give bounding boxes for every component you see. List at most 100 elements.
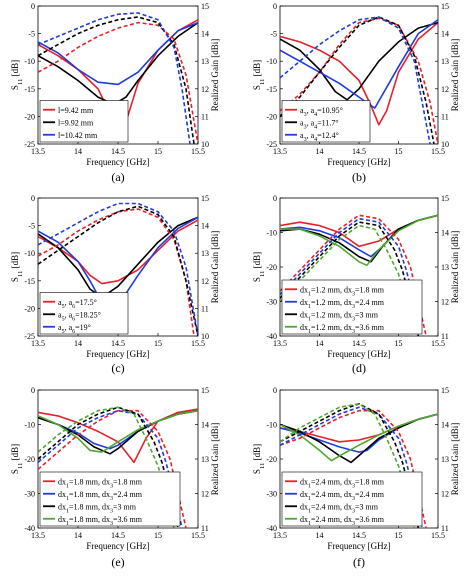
y-right-tick-label: 10 bbox=[441, 140, 449, 149]
x-tick-label: 15 bbox=[154, 339, 162, 348]
legend-box bbox=[281, 279, 423, 335]
text-run: =3 mm bbox=[113, 502, 137, 511]
x-tick-label: 14 bbox=[316, 531, 324, 540]
text-run: S bbox=[10, 277, 20, 282]
legend-entry: dx1=1.2 mm, dx3=3 mm bbox=[300, 310, 379, 322]
y-left-tick-label: -30 bbox=[266, 298, 277, 307]
y-left-axis-label: S11 [dB] bbox=[252, 60, 266, 90]
y-left-tick-label: -25 bbox=[24, 140, 35, 149]
text-run: dx bbox=[300, 285, 308, 294]
legend-entry: dx1=1.2 mm, dx3=1.8 mm bbox=[300, 285, 385, 297]
legend-entry: a3, a4=11.7° bbox=[300, 118, 339, 130]
x-tick-label: 15 bbox=[395, 531, 403, 540]
text-run: =2.4 mm, dx bbox=[311, 490, 352, 499]
text-run: =1.8 mm bbox=[113, 477, 143, 486]
text-run: =1.2 mm, dx bbox=[311, 285, 352, 294]
x-tick-label: 13.5 bbox=[31, 339, 45, 348]
series-group bbox=[280, 16, 438, 144]
text-run: =12.4° bbox=[317, 131, 339, 140]
x-tick-label: 13.5 bbox=[273, 147, 287, 156]
x-tick-label: 14.5 bbox=[352, 147, 366, 156]
legend-entry: dx1=1.8 mm, dx3=2.4 mm bbox=[58, 490, 143, 502]
x-axis-label: Frequency [GHz] bbox=[86, 349, 149, 359]
text-run: =2.4 mm, dx bbox=[311, 502, 352, 511]
chart-panel-b: 13.5 14 14.5 15 15.5 -25 -20 -15 -10 -5 0 10 11 12 13 1… bbox=[252, 2, 460, 184]
text-run: =1.8 mm, dx bbox=[69, 515, 110, 524]
y-left-tick-label: -40 bbox=[266, 524, 277, 533]
legend-entry: a3, a4=10.95° bbox=[300, 106, 343, 118]
legend-entry: l=10.42 mm bbox=[58, 131, 98, 140]
s11-line-0 bbox=[38, 408, 198, 464]
chart-panel-d: 13.5 14 14.5 15 15.5-40-30-20-1001112131415F… bbox=[252, 194, 460, 375]
text-run: a bbox=[300, 118, 304, 127]
chart-panel-c: 13.5 14 14.5 15 15.5 -25 -20 -15 -10 -5 0 10 11 12 13 1… bbox=[10, 194, 220, 375]
x-tick-label: 13.5 bbox=[273, 339, 287, 348]
subscript-run: 3 bbox=[352, 304, 355, 310]
subscript-run: 3 bbox=[352, 496, 355, 502]
y-left-tick-label: -30 bbox=[24, 490, 35, 499]
y-right-tick-label: 14 bbox=[201, 30, 209, 39]
text-run: dx bbox=[58, 477, 66, 486]
y-left-axis-label: S11 [dB] bbox=[10, 252, 24, 282]
legend-entry: dx1=1.8 mm, dx3=1.8 mm bbox=[58, 477, 143, 489]
chart-panel-f: 13.5 14 14.5 15 15.5-40-30-20-1001112131415F… bbox=[252, 386, 460, 569]
y-left-tick-label: 0 bbox=[31, 194, 35, 203]
legend-entry: dx1=1.2 mm, dx3=3.6 mm bbox=[300, 323, 385, 335]
text-run: a bbox=[58, 298, 62, 307]
legend-entry: dx1=2.4 mm, dx3=3.6 mm bbox=[300, 515, 385, 527]
subscript-run: 4 bbox=[314, 124, 317, 130]
text-run: S bbox=[252, 277, 262, 282]
x-tick-label: 15.5 bbox=[431, 339, 445, 348]
x-tick-label: 15.5 bbox=[191, 147, 205, 156]
s11-line-3 bbox=[280, 413, 438, 462]
y-left-tick-label: 0 bbox=[273, 194, 277, 203]
y-right-axis-label: Realized Gain [dBi] bbox=[450, 423, 460, 495]
y-left-tick-label: -20 bbox=[24, 304, 35, 313]
y-left-tick-label: -30 bbox=[266, 490, 277, 499]
text-run: =2.4 mm bbox=[113, 490, 143, 499]
y-left-tick-label: -20 bbox=[266, 455, 277, 464]
text-run: =1.2 mm, dx bbox=[311, 310, 352, 319]
subscript-run: 11 bbox=[17, 271, 24, 278]
subscript-run: 11 bbox=[17, 79, 24, 86]
text-run: a bbox=[58, 310, 62, 319]
text-run: , a bbox=[307, 131, 315, 140]
s11-line-1 bbox=[280, 21, 438, 101]
y-right-axis-label: Realized Gain [dBi] bbox=[450, 231, 460, 303]
gain-line-3 bbox=[38, 21, 198, 144]
y-left-tick-label: -40 bbox=[266, 332, 277, 341]
x-tick-label: 14.5 bbox=[111, 339, 125, 348]
x-tick-label: 14.5 bbox=[352, 531, 366, 540]
y-left-tick-label: 0 bbox=[31, 386, 35, 395]
y-right-tick-label: 12 bbox=[201, 490, 209, 499]
legend-entry: dx1=2.4 mm, dx3=3 mm bbox=[300, 502, 379, 514]
text-run: [dB] bbox=[10, 60, 20, 79]
subscript-run: 11 bbox=[17, 463, 24, 470]
text-run: =1.2 mm, dx bbox=[311, 323, 352, 332]
x-tick-label: 14.5 bbox=[111, 531, 125, 540]
y-left-tick-label: -5 bbox=[28, 222, 35, 231]
legend-entry: a5, a6=17.5° bbox=[58, 298, 97, 310]
legend-entry: l=9.92 mm bbox=[58, 118, 94, 127]
y-right-tick-label: 13 bbox=[441, 455, 449, 464]
x-tick-label: 15 bbox=[154, 531, 162, 540]
y-right-tick-label: 11 bbox=[201, 304, 209, 313]
subscript-run: 1 bbox=[308, 521, 311, 527]
y-right-tick-label: 14 bbox=[441, 229, 449, 238]
subscript-run: 5 bbox=[62, 304, 65, 310]
text-run: dx bbox=[58, 502, 66, 511]
text-run: l=10.42 mm bbox=[58, 131, 98, 140]
s11-line-2 bbox=[280, 413, 438, 464]
x-tick-label: 15.5 bbox=[431, 531, 445, 540]
subscript-run: 3 bbox=[352, 483, 355, 489]
y-right-tick-label: 15 bbox=[201, 2, 209, 11]
text-run: dx bbox=[300, 298, 308, 307]
subscript-run: 11 bbox=[259, 463, 266, 470]
text-run: =2.4 mm, dx bbox=[311, 477, 352, 486]
subscript-run: 1 bbox=[308, 508, 311, 514]
text-run: , a bbox=[65, 298, 73, 307]
y-right-tick-label: 13 bbox=[441, 263, 449, 272]
text-run: [dB] bbox=[252, 60, 262, 79]
